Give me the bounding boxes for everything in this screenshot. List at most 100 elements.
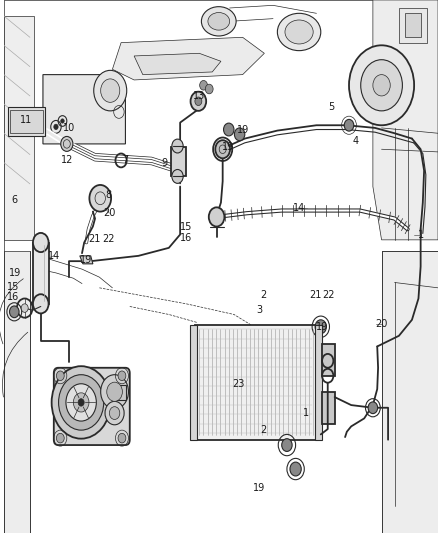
Bar bbox=[406, 13, 420, 37]
Circle shape bbox=[373, 75, 390, 96]
Polygon shape bbox=[113, 37, 265, 80]
Text: 15: 15 bbox=[7, 282, 20, 292]
Ellipse shape bbox=[208, 12, 230, 30]
Text: 8: 8 bbox=[105, 190, 111, 199]
Circle shape bbox=[315, 320, 326, 334]
Bar bbox=[33, 243, 49, 304]
Ellipse shape bbox=[201, 7, 236, 36]
Text: 4: 4 bbox=[353, 136, 359, 146]
Circle shape bbox=[290, 462, 301, 476]
Bar bbox=[11, 110, 43, 133]
Text: 7: 7 bbox=[122, 155, 128, 165]
Text: 2: 2 bbox=[260, 290, 266, 300]
Circle shape bbox=[33, 294, 49, 313]
Polygon shape bbox=[43, 75, 125, 144]
Circle shape bbox=[66, 384, 96, 421]
Text: 14: 14 bbox=[48, 251, 60, 261]
Text: 10: 10 bbox=[63, 123, 75, 133]
Polygon shape bbox=[4, 16, 34, 240]
Bar bbox=[321, 392, 335, 424]
Circle shape bbox=[172, 169, 183, 183]
Circle shape bbox=[54, 124, 58, 130]
Circle shape bbox=[73, 393, 89, 412]
Circle shape bbox=[59, 375, 104, 430]
Text: 16: 16 bbox=[7, 293, 20, 302]
Circle shape bbox=[118, 371, 126, 381]
Text: 16: 16 bbox=[180, 233, 192, 243]
Circle shape bbox=[361, 60, 403, 111]
Text: 19: 19 bbox=[222, 142, 234, 151]
Text: 13: 13 bbox=[193, 91, 205, 101]
Text: 20: 20 bbox=[103, 208, 116, 218]
Circle shape bbox=[57, 433, 64, 443]
Bar bbox=[190, 325, 197, 440]
Circle shape bbox=[33, 233, 49, 252]
Circle shape bbox=[282, 439, 292, 451]
Text: 21: 21 bbox=[309, 290, 322, 300]
Circle shape bbox=[61, 136, 73, 151]
Circle shape bbox=[89, 185, 111, 212]
Text: 22: 22 bbox=[102, 234, 114, 244]
Bar bbox=[195, 325, 316, 440]
Bar bbox=[117, 385, 126, 400]
Text: 12: 12 bbox=[60, 155, 73, 165]
Polygon shape bbox=[373, 0, 438, 240]
Circle shape bbox=[200, 80, 208, 90]
Text: 9: 9 bbox=[162, 158, 168, 167]
Circle shape bbox=[344, 119, 354, 131]
Text: 6: 6 bbox=[12, 195, 18, 205]
Text: 1: 1 bbox=[417, 230, 424, 239]
Text: 19: 19 bbox=[253, 483, 265, 492]
Circle shape bbox=[105, 401, 124, 425]
Circle shape bbox=[110, 407, 120, 419]
Text: 19: 19 bbox=[237, 125, 249, 134]
Text: 20: 20 bbox=[375, 319, 388, 328]
Circle shape bbox=[118, 433, 126, 443]
Text: 22: 22 bbox=[322, 290, 335, 300]
Polygon shape bbox=[4, 251, 30, 533]
Circle shape bbox=[52, 366, 111, 439]
Circle shape bbox=[107, 382, 122, 401]
Text: 2: 2 bbox=[260, 425, 267, 435]
Circle shape bbox=[101, 79, 120, 102]
Circle shape bbox=[234, 128, 245, 141]
Circle shape bbox=[78, 399, 84, 406]
Text: 5: 5 bbox=[328, 102, 335, 111]
Circle shape bbox=[215, 140, 230, 158]
Circle shape bbox=[10, 306, 19, 318]
Circle shape bbox=[349, 45, 414, 125]
Polygon shape bbox=[134, 53, 221, 75]
Text: 19: 19 bbox=[9, 268, 21, 278]
Text: 19: 19 bbox=[315, 322, 328, 332]
Circle shape bbox=[172, 139, 183, 153]
Text: 19: 19 bbox=[80, 255, 92, 265]
Ellipse shape bbox=[277, 13, 321, 51]
Circle shape bbox=[195, 97, 202, 106]
Circle shape bbox=[191, 92, 206, 111]
Circle shape bbox=[94, 70, 127, 111]
Circle shape bbox=[21, 304, 28, 312]
Text: 14: 14 bbox=[293, 203, 305, 213]
Text: 15: 15 bbox=[180, 222, 192, 231]
Polygon shape bbox=[381, 251, 438, 533]
Circle shape bbox=[101, 375, 128, 409]
Bar bbox=[315, 325, 321, 440]
Text: 23: 23 bbox=[232, 379, 244, 389]
Text: 1: 1 bbox=[303, 408, 309, 418]
Text: 11: 11 bbox=[20, 115, 32, 125]
Circle shape bbox=[205, 84, 213, 94]
FancyBboxPatch shape bbox=[54, 368, 130, 445]
Text: 21: 21 bbox=[88, 234, 100, 244]
Bar bbox=[321, 344, 335, 376]
Circle shape bbox=[368, 402, 378, 414]
Circle shape bbox=[209, 207, 224, 227]
Circle shape bbox=[61, 119, 64, 123]
Ellipse shape bbox=[285, 20, 313, 44]
Text: 3: 3 bbox=[256, 305, 262, 315]
Circle shape bbox=[57, 371, 64, 381]
Polygon shape bbox=[171, 147, 186, 176]
Bar bbox=[8, 107, 45, 136]
Circle shape bbox=[223, 123, 234, 136]
Polygon shape bbox=[80, 256, 93, 264]
Bar bbox=[399, 8, 427, 43]
